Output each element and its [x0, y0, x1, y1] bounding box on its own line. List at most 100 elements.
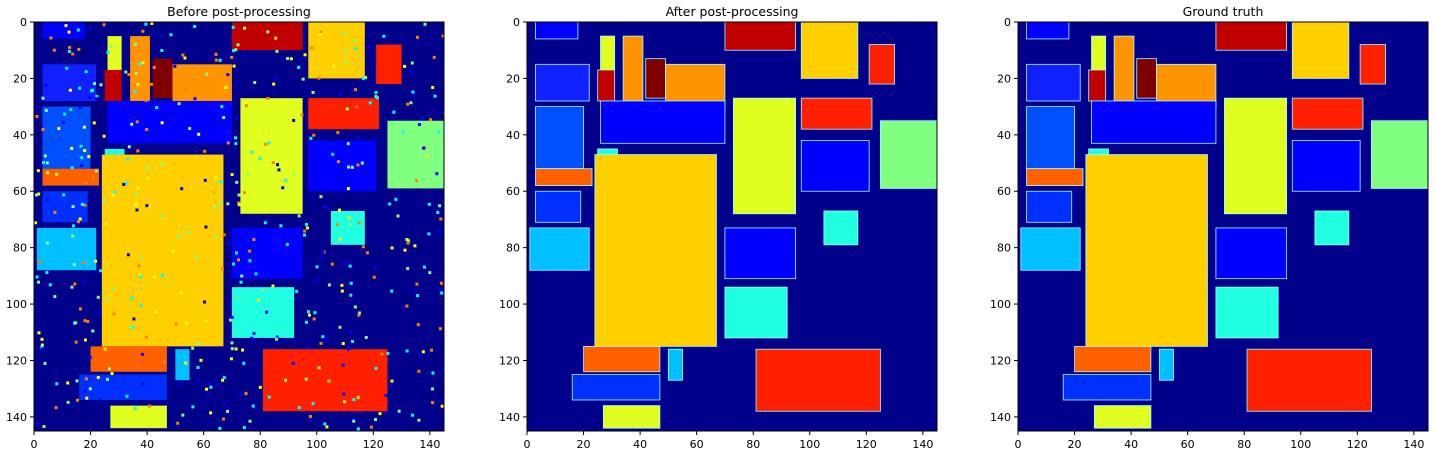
- y-tick-label: 0: [513, 16, 520, 29]
- noise-pixel: [406, 102, 410, 106]
- noise-pixel: [71, 204, 75, 208]
- noise-pixel: [406, 267, 410, 271]
- panel-title: After post-processing: [666, 4, 799, 19]
- noise-pixel: [292, 173, 296, 177]
- y-tick-label: 80: [13, 242, 27, 255]
- noise-pixel: [208, 382, 212, 386]
- class-region-5: [1020, 227, 1081, 271]
- noise-pixel: [416, 35, 420, 39]
- class-region-14: [724, 22, 797, 51]
- noise-pixel: [99, 83, 103, 87]
- noise-pixel: [197, 342, 201, 346]
- noise-pixel: [232, 49, 236, 53]
- noise-pixel: [187, 230, 191, 234]
- noise-pixel: [431, 85, 435, 89]
- noise-pixel: [364, 335, 368, 339]
- noise-pixel: [305, 345, 309, 349]
- noise-pixel: [229, 318, 233, 322]
- noise-pixel: [311, 90, 315, 94]
- noise-pixel: [366, 45, 370, 49]
- noise-pixel: [146, 205, 150, 209]
- noise-pixel: [304, 320, 308, 324]
- noise-pixel: [141, 29, 145, 33]
- noise-pixel: [436, 210, 440, 214]
- noise-pixel: [59, 33, 63, 37]
- noise-pixel: [409, 69, 413, 73]
- noise-pixel: [214, 58, 218, 62]
- noise-pixel: [277, 168, 281, 172]
- noise-pixel: [300, 113, 304, 117]
- noise-pixel: [261, 288, 265, 292]
- noise-pixel: [54, 406, 58, 410]
- noise-pixel: [390, 383, 394, 387]
- class-map: [34, 22, 444, 431]
- noise-pixel: [222, 401, 226, 405]
- noise-pixel: [351, 339, 355, 343]
- noise-pixel: [206, 392, 210, 396]
- noise-pixel: [361, 245, 365, 249]
- noise-pixel: [242, 361, 246, 365]
- noise-pixel: [52, 48, 56, 52]
- noise-pixel: [202, 138, 206, 142]
- panel-0: 0 20 40 60 80 100 120 140 0 20 40 60 80 100 120 140 Befo…: [6, 4, 445, 451]
- noise-pixel: [441, 368, 444, 372]
- noise-pixel: [226, 407, 230, 411]
- noise-pixel: [85, 396, 89, 400]
- noise-pixel: [40, 347, 44, 351]
- noise-pixel: [159, 162, 163, 166]
- noise-pixel: [53, 295, 57, 299]
- noise-pixel: [292, 118, 296, 122]
- noise-pixel: [237, 297, 241, 301]
- noise-pixel: [122, 182, 126, 186]
- class-region-22: [231, 287, 295, 338]
- noise-pixel: [330, 262, 334, 266]
- noise-pixel: [244, 392, 248, 396]
- noise-pixel: [92, 176, 96, 180]
- class-region-0: [535, 22, 579, 40]
- class-region-28: [1246, 348, 1372, 412]
- noise-pixel: [94, 259, 98, 263]
- noise-pixel: [88, 356, 92, 360]
- noise-pixel: [37, 192, 41, 196]
- noise-pixel: [235, 116, 239, 120]
- class-region-7: [597, 69, 616, 102]
- noise-pixel: [285, 243, 289, 247]
- class-region-14: [231, 22, 303, 51]
- noise-pixel: [224, 124, 228, 128]
- noise-pixel: [279, 100, 283, 104]
- y-tick-label: 100: [990, 298, 1011, 311]
- panel-title: Ground truth: [1183, 4, 1264, 19]
- noise-pixel: [258, 157, 262, 161]
- y-tick-label: 0: [20, 16, 27, 29]
- noise-pixel: [272, 82, 276, 86]
- noise-pixel: [251, 130, 255, 134]
- noise-pixel: [224, 85, 228, 89]
- class-region-3: [535, 168, 593, 186]
- noise-pixel: [83, 319, 87, 323]
- noise-pixel: [275, 49, 279, 53]
- noise-pixel: [413, 244, 417, 248]
- y-tick-label: 120: [990, 354, 1011, 367]
- noise-pixel: [78, 86, 82, 90]
- noise-pixel: [236, 43, 240, 47]
- noise-pixel: [321, 251, 325, 255]
- noise-pixel: [343, 162, 347, 166]
- noise-pixel: [267, 141, 271, 145]
- noise-pixel: [222, 233, 226, 237]
- class-region-12: [600, 100, 726, 144]
- class-region-13: [594, 154, 717, 347]
- noise-pixel: [342, 392, 346, 396]
- noise-pixel: [440, 404, 444, 408]
- noise-pixel: [136, 149, 140, 153]
- class-region-4: [535, 190, 582, 223]
- noise-pixel: [180, 187, 184, 191]
- noise-pixel: [104, 221, 108, 225]
- y-tick-label: 80: [997, 242, 1011, 255]
- noise-pixel: [65, 66, 69, 70]
- noise-pixel: [353, 47, 357, 51]
- noise-pixel: [226, 409, 230, 413]
- noise-pixel: [243, 26, 247, 30]
- noise-pixel: [138, 62, 142, 66]
- class-region-12: [1091, 100, 1217, 144]
- x-tick-label: 60: [197, 438, 211, 451]
